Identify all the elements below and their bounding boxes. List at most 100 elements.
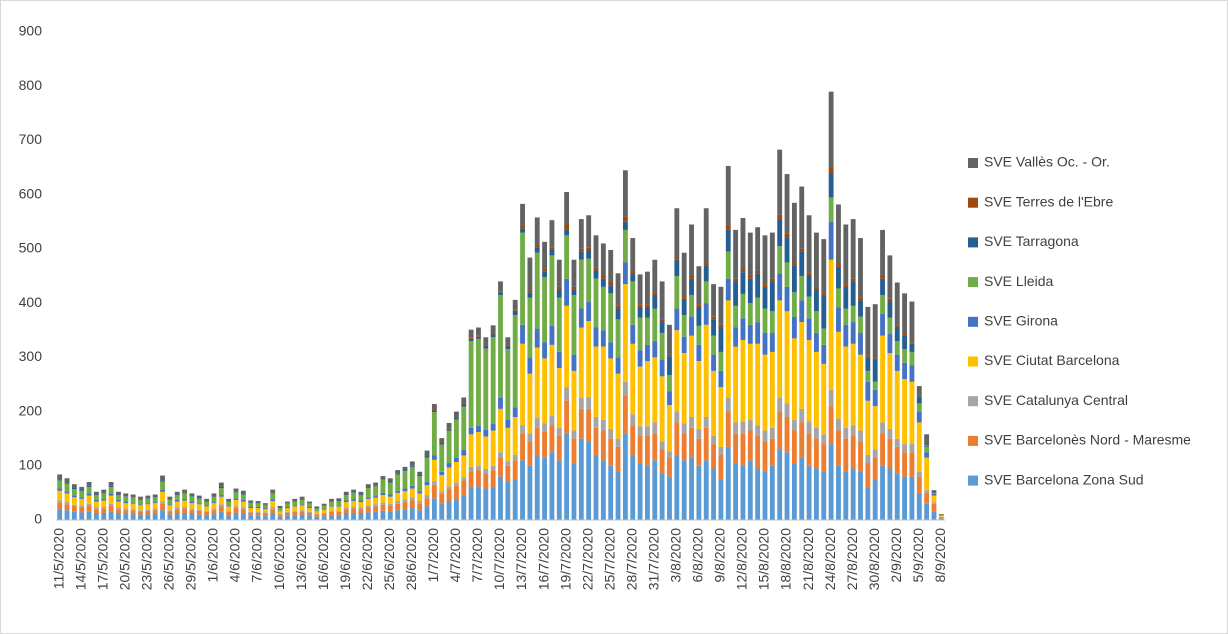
bar-segment [277,511,283,515]
bar-segment [498,476,503,520]
bar-segment [512,310,518,316]
bar-segment [689,427,694,458]
bar-segment [240,507,246,510]
bar-segment [71,506,77,512]
bar-segment [240,513,246,520]
bar-segment [564,433,570,520]
bar-segment [916,411,922,423]
bar-segment [307,515,312,520]
bar-segment [865,370,871,382]
bar-segment [637,366,643,427]
bar-segment [71,504,77,507]
bar-segment [711,444,716,469]
bar-segment [277,507,283,509]
bar-segment [762,441,768,472]
bar-segment [858,471,863,520]
x-tick-label: 27/8/2020 [844,528,860,590]
bar-segment [938,516,944,518]
bar-segment [806,215,812,273]
bar-segment [490,465,496,471]
bar-segment [850,425,856,436]
bar-segment [858,441,863,472]
bar-segment [64,478,70,483]
bar-segment [622,216,628,222]
legend-label: SVE Girona [984,313,1058,329]
bar-segment [196,495,202,499]
bar-segment [395,501,401,504]
bar-segment [556,427,562,436]
bar-segment [86,486,92,494]
bar-segment [681,433,687,461]
bar-segment [248,503,254,507]
x-tick-label: 13/7/2020 [513,528,529,590]
bar-segment [93,494,99,496]
bar-segment [645,435,650,466]
bar-segment [777,246,783,274]
bar-segment [652,294,658,309]
bar-segment [336,506,342,511]
bar-segment [549,255,555,326]
bar-segment [101,508,107,513]
bar-segment [86,505,92,512]
bar-segment [182,493,187,499]
bar-segment [314,508,320,509]
bar-segment [520,324,525,344]
bar-segment [248,502,254,504]
bar-segment [101,493,107,499]
bar-segment [108,511,114,520]
bar-segment [872,381,878,390]
bar-segment [365,497,371,499]
bar-segment [880,422,885,434]
bar-segment [652,433,658,461]
bar-segment [564,278,570,306]
bar-segment [902,444,908,453]
bar-segment [57,502,63,510]
y-tick-label: 600 [19,185,43,201]
bar-segment [593,427,599,455]
bar-segment [505,465,511,483]
x-tick-label: 10/7/2020 [491,528,507,590]
bar-segment [351,501,356,507]
bar-segment [446,428,452,429]
bar-segment [285,508,290,512]
bar-segment [233,512,239,520]
bar-segment [431,410,437,412]
bar-segment [285,515,290,520]
bar-segment [652,341,658,358]
bar-segment [711,468,716,520]
bar-segment [380,504,386,511]
bar-segment [814,468,819,520]
bar-segment [343,491,349,495]
bar-segment [600,460,606,520]
bar-segment [255,506,261,509]
bar-segment [512,407,518,417]
bar-segment [189,501,195,504]
bar-segment [733,327,739,347]
x-tick-label: 15/8/2020 [756,528,772,590]
bar-segment [696,304,702,307]
bar-segment [373,497,379,505]
bar-segment [909,351,915,366]
bar-segment [116,495,121,500]
bar-segment [865,463,871,488]
bar-segment [836,331,841,419]
bar-segment [365,505,371,508]
bar-segment [784,416,790,453]
bar-segment [703,460,709,520]
bar-segment [571,430,577,439]
bar-segment [174,501,180,508]
bar-segment [512,454,518,461]
bar-segment [79,512,85,520]
bar-segment [211,493,217,497]
bar-segment [130,502,136,504]
bar-segment [439,443,445,445]
bar-segment [299,496,305,500]
bar-segment [725,225,731,230]
bar-segment [182,489,187,493]
bar-segment [138,499,143,500]
bar-segment [578,398,584,409]
bar-segment [622,395,628,434]
bar-segment [101,492,107,494]
bar-segment [277,508,283,511]
bar-segment [924,457,930,491]
